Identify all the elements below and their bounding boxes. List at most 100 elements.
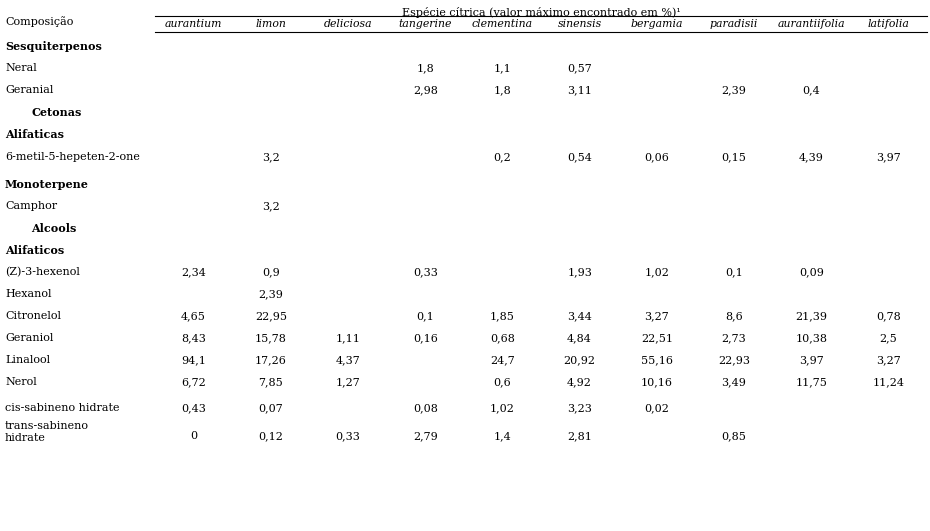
Text: trans-sabineno
hidrate: trans-sabineno hidrate <box>5 421 89 443</box>
Text: clementina: clementina <box>472 19 533 29</box>
Text: 1,11: 1,11 <box>336 333 361 343</box>
Text: limon: limon <box>256 19 286 29</box>
Text: 3,11: 3,11 <box>567 85 592 95</box>
Text: 8,43: 8,43 <box>181 333 206 343</box>
Text: Alifaticas: Alifaticas <box>5 129 64 140</box>
Text: Neral: Neral <box>5 63 37 73</box>
Text: (Z)-3-hexenol: (Z)-3-hexenol <box>5 267 80 277</box>
Text: 21,39: 21,39 <box>795 311 827 321</box>
Text: 8,6: 8,6 <box>725 311 743 321</box>
Text: Geranial: Geranial <box>5 85 53 95</box>
Text: Camphor: Camphor <box>5 201 57 211</box>
Text: tangerine: tangerine <box>399 19 452 29</box>
Text: aurantium: aurantium <box>165 19 222 29</box>
Text: 94,1: 94,1 <box>181 355 206 365</box>
Text: 11,75: 11,75 <box>795 377 827 387</box>
Text: cis-sabineno hidrate: cis-sabineno hidrate <box>5 403 119 413</box>
Text: 4,39: 4,39 <box>799 152 824 162</box>
Text: Citronelol: Citronelol <box>5 311 61 321</box>
Text: 2,98: 2,98 <box>413 85 438 95</box>
Text: 17,26: 17,26 <box>255 355 286 365</box>
Text: 0,07: 0,07 <box>259 403 283 413</box>
Text: 0,57: 0,57 <box>567 63 592 73</box>
Text: 0,4: 0,4 <box>803 85 820 95</box>
Text: 3,97: 3,97 <box>876 152 901 162</box>
Text: 0,78: 0,78 <box>876 311 901 321</box>
Text: 0,16: 0,16 <box>413 333 438 343</box>
Text: 0,1: 0,1 <box>417 311 434 321</box>
Text: 0,6: 0,6 <box>494 377 512 387</box>
Text: 0,68: 0,68 <box>490 333 515 343</box>
Text: 1,4: 1,4 <box>494 431 512 441</box>
Text: 10,38: 10,38 <box>795 333 827 343</box>
Text: 2,39: 2,39 <box>259 289 284 299</box>
Text: 1,27: 1,27 <box>336 377 360 387</box>
Text: 3,2: 3,2 <box>262 152 280 162</box>
Text: Monoterpene: Monoterpene <box>5 178 89 190</box>
Text: 55,16: 55,16 <box>641 355 672 365</box>
Text: 22,95: 22,95 <box>255 311 286 321</box>
Text: 1,8: 1,8 <box>494 85 512 95</box>
Text: 0: 0 <box>190 431 197 441</box>
Text: bergamia: bergamia <box>631 19 683 29</box>
Text: deliciosa: deliciosa <box>324 19 372 29</box>
Text: 0,43: 0,43 <box>181 403 206 413</box>
Text: 15,78: 15,78 <box>255 333 286 343</box>
Text: 2,81: 2,81 <box>567 431 592 441</box>
Text: 3,2: 3,2 <box>262 201 280 211</box>
Text: 0,08: 0,08 <box>413 403 438 413</box>
Text: 2,34: 2,34 <box>181 267 206 277</box>
Text: 20,92: 20,92 <box>564 355 595 365</box>
Text: 0,15: 0,15 <box>722 152 747 162</box>
Text: 3,27: 3,27 <box>876 355 901 365</box>
Text: 6,72: 6,72 <box>181 377 206 387</box>
Text: 2,73: 2,73 <box>722 333 747 343</box>
Text: 0,12: 0,12 <box>259 431 284 441</box>
Text: 1,02: 1,02 <box>490 403 515 413</box>
Text: 10,16: 10,16 <box>641 377 672 387</box>
Text: 0,33: 0,33 <box>336 431 361 441</box>
Text: 0,2: 0,2 <box>494 152 512 162</box>
Text: 3,49: 3,49 <box>722 377 747 387</box>
Text: Hexanol: Hexanol <box>5 289 51 299</box>
Text: 1,02: 1,02 <box>644 267 670 277</box>
Text: 1,93: 1,93 <box>567 267 592 277</box>
Text: 2,5: 2,5 <box>880 333 897 343</box>
Text: latifolia: latifolia <box>868 19 910 29</box>
Text: Cetonas: Cetonas <box>31 107 81 117</box>
Text: 24,7: 24,7 <box>490 355 515 365</box>
Text: 0,09: 0,09 <box>799 267 824 277</box>
Text: Linalool: Linalool <box>5 355 50 365</box>
Text: 6-metil-5-hepeten-2-one: 6-metil-5-hepeten-2-one <box>5 152 140 162</box>
Text: 1,1: 1,1 <box>494 63 512 73</box>
Text: 7,85: 7,85 <box>259 377 283 387</box>
Text: 0,06: 0,06 <box>644 152 670 162</box>
Text: 0,85: 0,85 <box>722 431 747 441</box>
Text: 0,9: 0,9 <box>262 267 280 277</box>
Text: 11,24: 11,24 <box>872 377 904 387</box>
Text: 3,97: 3,97 <box>799 355 824 365</box>
Text: 3,27: 3,27 <box>644 311 670 321</box>
Text: Alcools: Alcools <box>31 222 76 234</box>
Text: 1,85: 1,85 <box>490 311 515 321</box>
Text: 0,1: 0,1 <box>725 267 743 277</box>
Text: paradisii: paradisii <box>710 19 758 29</box>
Text: 3,44: 3,44 <box>567 311 592 321</box>
Text: Sesquiterpenos: Sesquiterpenos <box>5 40 102 52</box>
Text: 4,65: 4,65 <box>181 311 206 321</box>
Text: 4,92: 4,92 <box>567 377 592 387</box>
Text: 0,33: 0,33 <box>413 267 438 277</box>
Text: Alifaticos: Alifaticos <box>5 244 64 255</box>
Text: 3,23: 3,23 <box>567 403 592 413</box>
Text: 1,8: 1,8 <box>417 63 434 73</box>
Text: Nerol: Nerol <box>5 377 37 387</box>
Text: 2,79: 2,79 <box>413 431 438 441</box>
Text: 2,39: 2,39 <box>722 85 747 95</box>
Text: aurantiifolia: aurantiifolia <box>777 19 845 29</box>
Text: 0,54: 0,54 <box>567 152 592 162</box>
Text: 22,51: 22,51 <box>641 333 672 343</box>
Text: 0,02: 0,02 <box>644 403 670 413</box>
Text: Composição: Composição <box>5 16 73 28</box>
Text: sinensis: sinensis <box>557 19 602 29</box>
Text: 4,84: 4,84 <box>567 333 592 343</box>
